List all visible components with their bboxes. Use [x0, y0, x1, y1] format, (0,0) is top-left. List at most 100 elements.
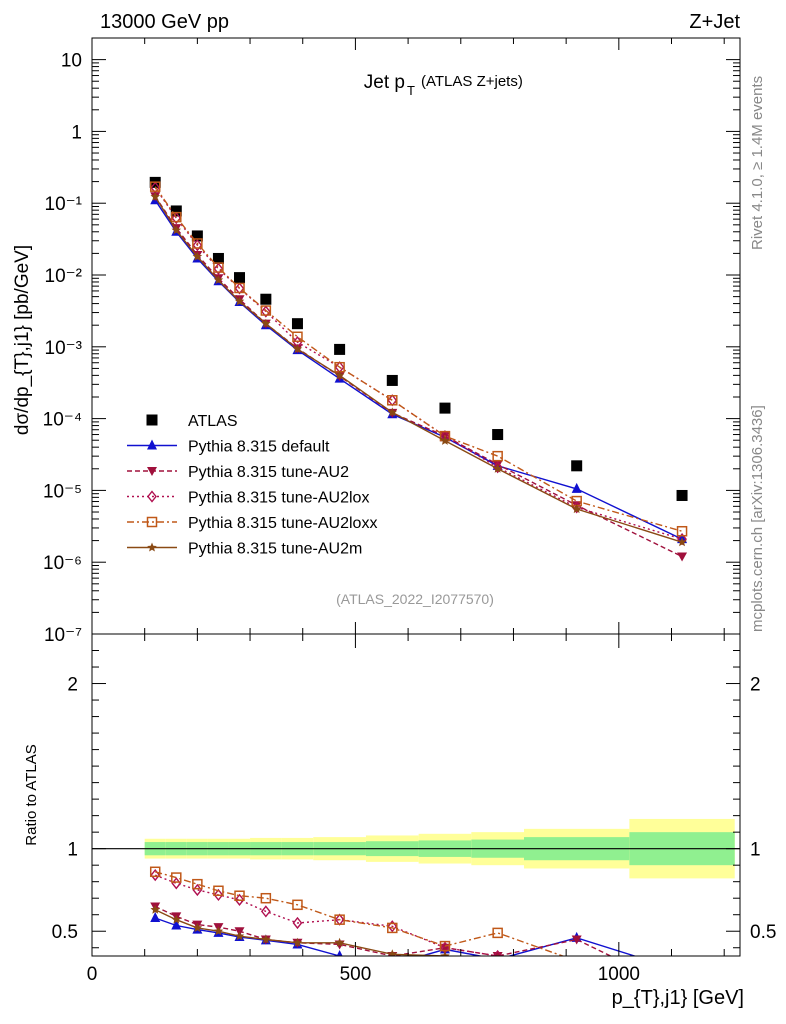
legend-item-au2lox: Pythia 8.315 tune-AU2lox [127, 490, 369, 507]
data-point [171, 211, 182, 223]
data-point [439, 940, 451, 952]
legend-label: Pythia 8.315 default [188, 439, 330, 456]
data-point [261, 318, 271, 328]
ratio-axes: 0.5 0.5 1 1 2 2 0 500 1000 [52, 633, 776, 985]
data-point [336, 950, 343, 956]
data-point [171, 919, 182, 930]
data-point [192, 238, 203, 249]
legend: ATLAS Pythia 8.315 default Pythia 8.315 tu… [127, 413, 377, 558]
data-point [292, 937, 303, 947]
data-point [676, 525, 688, 537]
data-point [147, 439, 157, 450]
data-point [171, 877, 182, 890]
legend-item-default: Pythia 8.315 default [127, 439, 330, 456]
data-point [212, 252, 224, 264]
data-point [234, 893, 245, 906]
ratio-line [154, 917, 637, 956]
y-tick-label: 10⁻⁴ [43, 410, 82, 431]
header-right-label: Z+Jet [689, 11, 740, 33]
main-title: Jet p [364, 72, 405, 93]
legend-label: ATLAS [188, 413, 238, 430]
ratio-y-tick-label-right: 2 [750, 675, 761, 696]
y-tick-label: 10⁻⁷ [44, 625, 82, 646]
data-point [234, 296, 245, 306]
data-point [571, 460, 583, 472]
data-point [213, 885, 224, 897]
series-au2m [150, 191, 687, 547]
data-point [492, 927, 503, 939]
legend-item-au2loxx: Pythia 8.315 tune-AU2loxx [127, 515, 377, 532]
legend-item-atlas: ATLAS [146, 413, 238, 430]
y-tick-label: 10⁻³ [45, 338, 83, 359]
y-tick-label: 10⁻¹ [45, 194, 83, 215]
y-tick-label: 10⁻² [45, 266, 83, 287]
data-point [334, 937, 345, 947]
ratio-y-tick-label: 1 [67, 840, 78, 861]
data-point [170, 205, 182, 217]
data-point [677, 552, 688, 562]
data-point [292, 899, 303, 911]
data-point [334, 343, 346, 355]
data-point [260, 293, 272, 305]
data-point [571, 504, 582, 514]
data-point [192, 878, 203, 890]
series-atlas [149, 176, 688, 501]
data-point [171, 225, 181, 235]
series-line [154, 199, 683, 540]
data-point [572, 968, 582, 977]
data-point [492, 450, 503, 462]
data-point [234, 282, 245, 295]
ratio-y-tick-label-right: 1 [750, 840, 761, 861]
data-point [334, 370, 345, 380]
data-point [260, 905, 271, 918]
data-point [150, 912, 161, 923]
data-point [677, 973, 687, 982]
analysis-label: (ATLAS_2022_I2077570) [336, 591, 494, 607]
data-point [147, 490, 157, 503]
data-point [292, 331, 303, 343]
data-point [677, 965, 687, 975]
y-tick-label: 10 [61, 51, 82, 72]
data-point [150, 904, 160, 914]
legend-label: Pythia 8.315 tune-AU2lox [188, 490, 369, 507]
ratio-panel: 0.5 0.5 1 1 2 2 0 500 1000 Ratio to ATLAS p_{T},… [23, 633, 776, 1009]
data-point [234, 272, 246, 284]
x-tick-label: 500 [340, 964, 372, 985]
data-point [171, 211, 182, 225]
ratio-y-tick-label-right: 0.5 [750, 922, 776, 943]
data-point [492, 949, 503, 956]
ratio-series-au2loxx [149, 866, 688, 956]
legend-label: Pythia 8.315 tune-AU2 [188, 464, 349, 481]
data-point [292, 344, 303, 354]
ratio-y-tick-label: 2 [67, 675, 78, 696]
data-point [192, 239, 203, 252]
main-series-group [149, 176, 688, 562]
data-point [192, 251, 203, 261]
data-point [171, 914, 181, 924]
data-point [213, 888, 224, 902]
main-title-subscript: T [407, 83, 415, 98]
data-point [147, 542, 157, 552]
y-tick-label: 10⁻⁶ [43, 553, 82, 574]
ratio-frame [91, 633, 741, 957]
ratio-line [155, 871, 565, 956]
data-point [146, 414, 158, 426]
data-point [573, 966, 581, 976]
ratio-line [154, 874, 502, 956]
data-point [213, 926, 224, 936]
data-point [387, 394, 398, 407]
data-point [677, 537, 687, 547]
ratio-series-group [149, 866, 688, 982]
data-point [440, 951, 450, 956]
ratio-y-tick-label: 0.5 [52, 922, 78, 943]
data-point [149, 181, 161, 192]
data-point [150, 868, 161, 882]
y-tick-label: 10⁻⁵ [43, 481, 82, 502]
data-point [261, 934, 271, 944]
ratio-ylabel: Ratio to ATLAS [23, 744, 40, 845]
data-point [192, 883, 203, 897]
data-point [440, 435, 450, 445]
series-line [154, 186, 683, 532]
data-point [492, 461, 503, 474]
